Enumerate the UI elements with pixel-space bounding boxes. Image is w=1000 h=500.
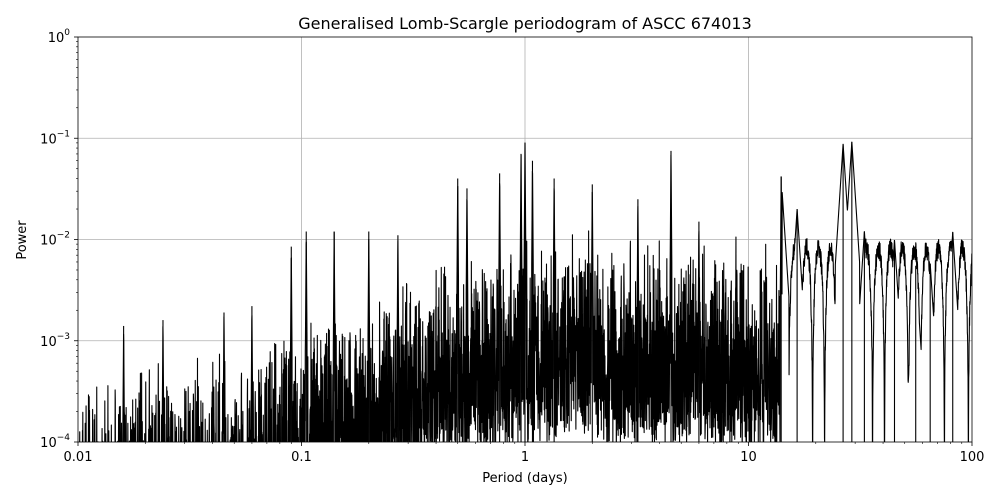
x-tick-label: 0.1 [291, 450, 312, 465]
y-tick-label: 10−4 [40, 433, 70, 451]
x-tick-label: 10 [740, 450, 757, 465]
y-tick-base: 10 [40, 335, 57, 350]
y-tick-exponent: −2 [57, 231, 70, 241]
y-tick-label: 10−1 [40, 129, 70, 147]
y-tick-label: 10−3 [40, 332, 70, 350]
y-tick-exponent: −4 [57, 433, 71, 443]
y-tick-base: 10 [40, 132, 57, 147]
y-tick-base: 10 [40, 234, 57, 249]
x-tick-label: 1 [521, 450, 529, 465]
x-tick-labels: 0.01 0.1 1 10 100 [64, 450, 985, 465]
x-tick-label: 0.01 [64, 450, 93, 465]
series-group [79, 141, 972, 442]
y-tick-label: 100 [48, 28, 71, 46]
y-axis-label: Power [15, 220, 30, 260]
y-tick-base: 10 [40, 436, 57, 451]
y-tick-label: 10−2 [40, 231, 70, 249]
y-tick-exponent: 0 [64, 28, 70, 38]
chart-title: Generalised Lomb-Scargle periodogram of … [298, 14, 752, 33]
y-tick-exponent: −3 [57, 332, 70, 342]
tick-marks [74, 36, 973, 446]
x-axis-label: Period (days) [482, 471, 568, 486]
x-tick-label: 100 [960, 450, 985, 465]
periodogram-line [79, 141, 972, 442]
y-tick-base: 10 [48, 31, 65, 46]
y-tick-exponent: −1 [57, 129, 70, 139]
